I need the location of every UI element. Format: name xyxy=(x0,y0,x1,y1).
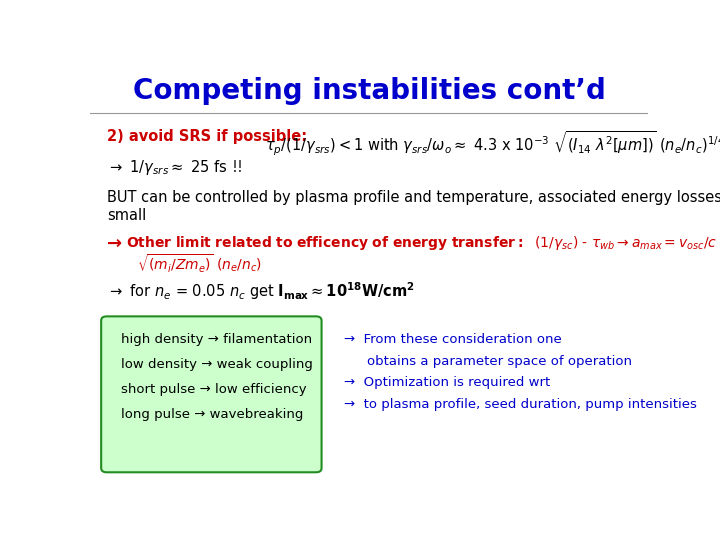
Text: $\rightarrow$ for $n_e$ = 0.05 $n_c$ get $\mathbf{I_{max}} \approx \mathbf{10^{1: $\rightarrow$ for $n_e$ = 0.05 $n_c$ get… xyxy=(107,280,415,302)
Text: 2) avoid SRS if possible:: 2) avoid SRS if possible: xyxy=(107,129,312,144)
Text: $\tau_p/(1/\gamma_{srs}) < 1$ with $\gamma_{srs}/\omega_o \approx$ 4.3 x $10^{-3: $\tau_p/(1/\gamma_{srs}) < 1$ with $\gam… xyxy=(265,129,720,158)
Text: $\rightarrow$ $1/\gamma_{srs} \approx$ 25 fs !!: $\rightarrow$ $1/\gamma_{srs} \approx$ 2… xyxy=(107,158,243,177)
Text: →: → xyxy=(107,234,122,252)
Text: short pulse → low efficiency: short pulse → low efficiency xyxy=(121,383,306,396)
Text: long pulse → wavebreaking: long pulse → wavebreaking xyxy=(121,408,303,421)
Text: high density → filamentation: high density → filamentation xyxy=(121,333,312,346)
Text: $\mathbf{Other\ limit\ related\ to\ efficency\ of\ energy\ transfer:}$  $(1/\gam: $\mathbf{Other\ limit\ related\ to\ effi… xyxy=(126,234,720,252)
Text: BUT can be controlled by plasma profile and temperature, associated energy losse: BUT can be controlled by plasma profile … xyxy=(107,190,720,205)
Text: small: small xyxy=(107,208,146,223)
Text: obtains a parameter space of operation: obtains a parameter space of operation xyxy=(367,355,632,368)
Text: $\sqrt{(m_i/Zm_e)}\ (n_e/n_c)$: $\sqrt{(m_i/Zm_e)}\ (n_e/n_c)$ xyxy=(138,253,263,275)
Text: low density → weak coupling: low density → weak coupling xyxy=(121,358,312,371)
FancyBboxPatch shape xyxy=(101,316,322,472)
Text: →  Optimization is required wrt: → Optimization is required wrt xyxy=(344,376,550,389)
Text: Competing instabilities cont’d: Competing instabilities cont’d xyxy=(132,77,606,105)
Text: →  to plasma profile, seed duration, pump intensities: → to plasma profile, seed duration, pump… xyxy=(344,398,697,411)
Text: →  From these consideration one: → From these consideration one xyxy=(344,333,562,346)
